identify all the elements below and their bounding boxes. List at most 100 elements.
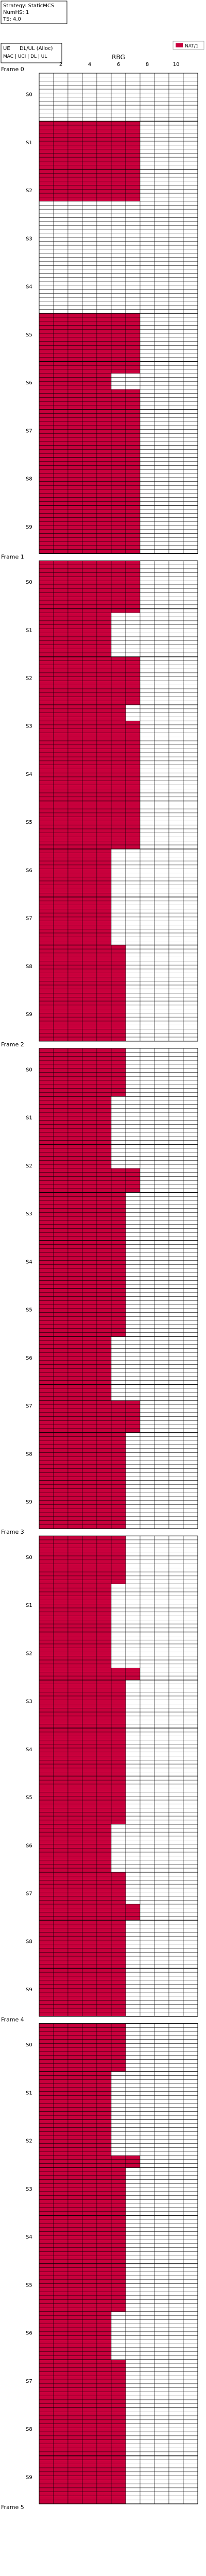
rbg-cell-free [154, 301, 169, 306]
rbg-cell-allocated [67, 1568, 83, 1572]
rbg-cell-allocated [82, 1571, 97, 1577]
rbg-cell-free [82, 301, 97, 306]
rbg-cell-free [125, 896, 141, 902]
rbg-cell-free [168, 1356, 184, 1361]
rbg-cell-allocated [111, 608, 126, 613]
rbg-cell-free [168, 257, 184, 262]
rbg-cell-allocated [67, 1768, 83, 1772]
rbg-cell-allocated [82, 529, 97, 534]
rbg-cell-free [154, 333, 169, 338]
rbg-cell-free [168, 581, 184, 585]
rbg-cell-free [183, 889, 198, 893]
rbg-cell-free [140, 701, 155, 705]
rbg-cell-free [140, 1539, 155, 1544]
rbg-cell-allocated [82, 509, 97, 514]
rbg-cell-allocated [39, 145, 54, 149]
rbg-cell-allocated [111, 441, 126, 446]
rbg-cell-free [125, 964, 141, 970]
rbg-cell-allocated [39, 1304, 54, 1309]
rbg-cell-allocated [39, 1824, 54, 1828]
rbg-cell-free [168, 445, 184, 450]
rbg-cell-allocated [82, 1188, 97, 1193]
rbg-cell-free [168, 1412, 184, 1417]
rbg-cell-free [140, 1512, 155, 1517]
rbg-cell-allocated [53, 1600, 68, 1604]
rbg-cell-free [154, 608, 169, 613]
rbg-cell-free [183, 1668, 198, 1672]
rbg-cell-allocated [82, 592, 97, 597]
rbg-cell-free [140, 1716, 155, 1720]
rbg-cell-free [140, 977, 155, 981]
rbg-cell-free [140, 165, 155, 170]
rbg-cell-allocated [53, 1652, 68, 1656]
rbg-cell-free [140, 329, 155, 334]
rbg-cell-allocated [53, 616, 68, 621]
rbg-cell-allocated [96, 676, 112, 681]
rbg-cell-allocated [82, 1888, 97, 1892]
rbg-cell-free [168, 941, 184, 945]
rbg-cell-free [140, 1700, 155, 1704]
rbg-cell-free [183, 485, 198, 490]
rbg-cell-allocated [53, 1636, 68, 1640]
rbg-cell-free [140, 1336, 155, 1341]
rbg-cell-allocated [67, 941, 83, 945]
rbg-cell-free [183, 789, 198, 793]
rbg-cell-free [183, 1876, 198, 1880]
rbg-cell-allocated [67, 724, 83, 729]
rbg-cell-free [140, 397, 155, 402]
rbg-cell-free [183, 1472, 198, 1477]
rbg-cell-free [183, 93, 198, 97]
rbg-cell-allocated [67, 1176, 83, 1181]
rbg-cell-allocated [39, 841, 54, 845]
rbg-cell-allocated [53, 1324, 68, 1329]
rbg-cell-allocated [53, 181, 68, 185]
rbg-cell-free [168, 772, 184, 777]
rbg-cell-allocated [82, 1876, 97, 1880]
rbg-cell-free [168, 1764, 184, 1769]
rbg-cell-allocated [39, 812, 54, 817]
rbg-cell-free [183, 1652, 198, 1656]
rbg-cell-free [154, 365, 169, 370]
rbg-cell-allocated [53, 433, 68, 438]
rbg-cell-free [125, 973, 141, 977]
rbg-cell-free [168, 636, 184, 641]
rbg-cell-allocated [111, 1180, 126, 1185]
rbg-cell-allocated [67, 1784, 83, 1788]
rbg-cell-free [168, 1444, 184, 1449]
rbg-cell-free [183, 469, 198, 474]
rbg-cell-allocated [96, 1688, 112, 1692]
rbg-cell-allocated [67, 121, 83, 126]
rbg-cell-free [111, 1623, 126, 1629]
rbg-cell-allocated [67, 765, 83, 769]
rbg-cell-free [125, 1380, 141, 1385]
rbg-cell-allocated [82, 1424, 97, 1429]
rbg-cell-free [53, 213, 68, 217]
rbg-cell-allocated [111, 1796, 126, 1801]
rbg-cell-free [140, 1172, 155, 1177]
rbg-cell-allocated [53, 1776, 68, 1781]
rbg-cell-allocated [67, 1516, 83, 1521]
rbg-cell-free [53, 205, 68, 210]
rbg-cell-free [140, 1272, 155, 1277]
rbg-cell-free [168, 1364, 184, 1369]
rbg-cell-allocated [96, 1896, 112, 1901]
rbg-cell-allocated [53, 349, 68, 354]
rbg-cell-free [140, 1732, 155, 1736]
rbg-cell-free [111, 629, 126, 633]
rbg-cell-allocated [53, 1268, 68, 1273]
rbg-cell-allocated [82, 1037, 97, 1042]
rbg-cell-allocated [96, 1013, 112, 1018]
rbg-cell-allocated [96, 393, 112, 398]
rbg-cell-allocated [82, 1196, 97, 1201]
rbg-cell-allocated [39, 1256, 54, 1261]
rbg-cell-free [154, 1607, 169, 1613]
rbg-cell-free [183, 649, 198, 653]
rbg-cell-allocated [82, 1587, 97, 1592]
rbg-cell-free [183, 1736, 198, 1740]
rbg-cell-allocated [125, 744, 141, 749]
rbg-cell-allocated [96, 409, 112, 414]
x-axis-ticks: 2 4 6 8 10 [59, 62, 180, 67]
rbg-cell-allocated [67, 1021, 83, 1025]
rbg-cell-allocated [39, 1464, 54, 1469]
rbg-cell-free [183, 1021, 198, 1025]
